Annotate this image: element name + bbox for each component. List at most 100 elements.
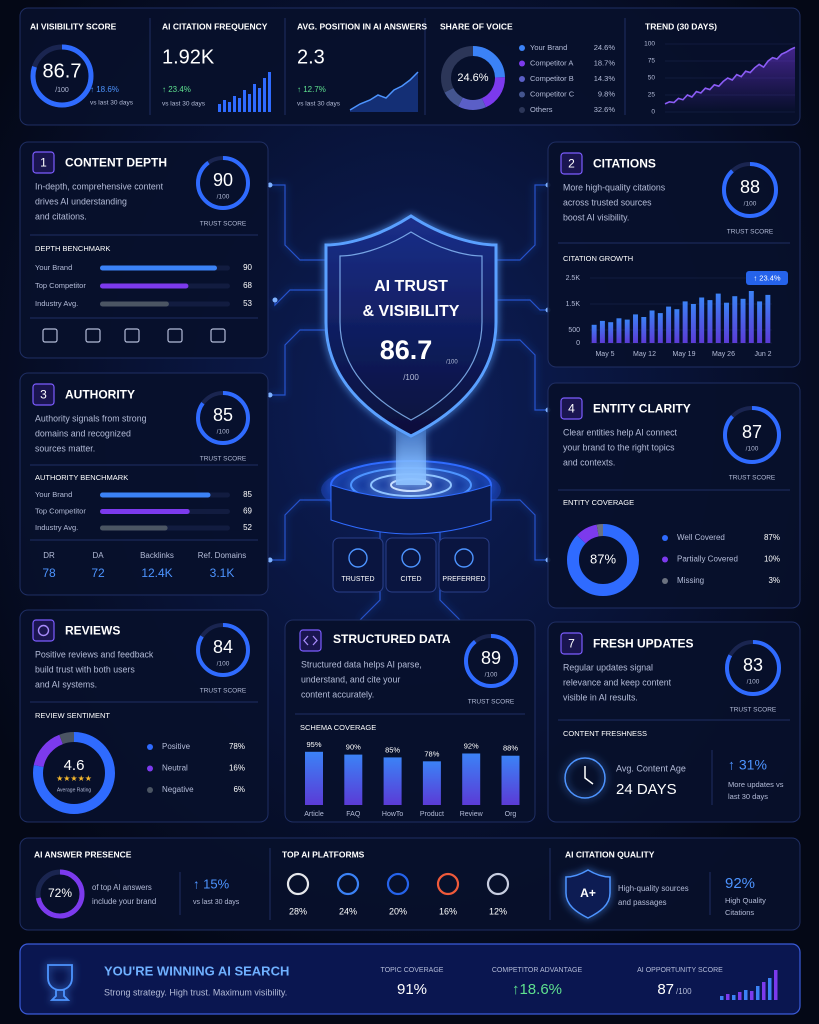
score-value: 90 bbox=[213, 170, 233, 190]
x-tick-label: HowTo bbox=[382, 811, 404, 818]
sparkbar bbox=[762, 982, 766, 1000]
legend-value: 32.6% bbox=[594, 105, 616, 114]
circuit-node bbox=[267, 392, 273, 398]
shield-unit: /100 bbox=[446, 360, 458, 366]
section-number: 7 bbox=[568, 637, 575, 651]
x-tick-label: May 5 bbox=[595, 351, 614, 358]
trend-line bbox=[664, 46, 796, 105]
circuit-node bbox=[272, 297, 278, 303]
section-title: REVIEWS bbox=[65, 624, 120, 638]
score-unit: /100 bbox=[747, 679, 760, 686]
benchmark-value: 68 bbox=[243, 281, 252, 290]
bar-label: 78% bbox=[424, 749, 439, 758]
legend-dot bbox=[147, 765, 153, 772]
section-description: and contexts. bbox=[563, 457, 615, 467]
legend-label: Positive bbox=[162, 742, 191, 751]
bar bbox=[657, 313, 663, 343]
change-value: ↑ 31% bbox=[728, 757, 767, 773]
number-box bbox=[32, 619, 55, 642]
legend-dot bbox=[662, 535, 668, 541]
x-tick-label: FAQ bbox=[346, 811, 361, 818]
section-description: and citations. bbox=[35, 211, 87, 221]
bar bbox=[649, 310, 655, 343]
donut-center: 87% bbox=[590, 551, 616, 566]
legend-label: Others bbox=[530, 105, 553, 114]
bar bbox=[383, 757, 402, 805]
subsection-title: DEPTH BENCHMARK bbox=[35, 244, 110, 253]
label: ↑ 12.7% bbox=[297, 85, 326, 94]
legend-label: Well Covered bbox=[677, 533, 725, 542]
change-note: More updates vs bbox=[728, 780, 784, 789]
bar bbox=[666, 306, 672, 343]
rating-value: 4.6 bbox=[64, 757, 85, 774]
badge-label: TRUSTED bbox=[341, 576, 374, 583]
legend-label: Partially Covered bbox=[677, 555, 738, 564]
banner-metric-label: AI OPPORTUNITY SCORE bbox=[637, 967, 723, 974]
trophy-icon bbox=[47, 964, 73, 1001]
section-description: Clear entities help AI connect bbox=[563, 427, 677, 437]
top-strip bbox=[19, 7, 801, 126]
score-value: 87 bbox=[742, 422, 762, 442]
rating-stars: ★★★★★ bbox=[56, 774, 92, 783]
block-title: AI ANSWER PRESENCE bbox=[34, 849, 132, 859]
format-icon bbox=[124, 328, 140, 343]
section-description: content accurately. bbox=[301, 689, 374, 699]
legend-value: 14.3% bbox=[594, 74, 616, 83]
block-title: TOP AI PLATFORMS bbox=[282, 849, 365, 859]
label: /100 bbox=[55, 87, 69, 94]
banner-subline: Strong strategy. High trust. Maximum vis… bbox=[104, 987, 287, 997]
section-description: Structured data helps AI parse, bbox=[301, 659, 422, 669]
banner bbox=[19, 943, 801, 1015]
score-value: 88 bbox=[740, 177, 760, 197]
sparkbar bbox=[238, 98, 241, 112]
section-description: In-depth, comprehensive content bbox=[35, 181, 164, 191]
sparkbar bbox=[744, 990, 748, 1000]
section-title: FRESH UPDATES bbox=[593, 637, 693, 651]
benchmark-value: 52 bbox=[243, 523, 252, 532]
sparkbar bbox=[268, 72, 271, 112]
score-label: TRUST SCORE bbox=[729, 475, 776, 482]
y-tick-label: 25 bbox=[648, 92, 656, 99]
age-label: Avg. Content Age bbox=[616, 763, 686, 773]
platform-share: 16% bbox=[439, 906, 457, 916]
sparkbar bbox=[263, 78, 266, 112]
platform-share: 24% bbox=[339, 906, 357, 916]
score-ring bbox=[196, 156, 250, 210]
score-value: 83 bbox=[743, 655, 763, 675]
format-icon bbox=[167, 328, 183, 343]
legend-dot bbox=[519, 45, 525, 51]
section-number: 2 bbox=[568, 157, 575, 171]
benchmark-bar bbox=[100, 301, 169, 307]
score-value: 85 bbox=[213, 405, 233, 425]
legend-dot bbox=[147, 787, 153, 793]
section-description: build trust with both users bbox=[35, 664, 135, 674]
bar bbox=[501, 755, 520, 805]
ring-decor bbox=[30, 44, 94, 108]
label: 1.92K bbox=[162, 46, 215, 68]
section-title: STRUCTURED DATA bbox=[333, 632, 451, 646]
label: vs last 30 days bbox=[162, 101, 206, 108]
bar bbox=[748, 291, 754, 343]
benchmark-value: 85 bbox=[243, 490, 252, 499]
bar-label: 95% bbox=[306, 740, 321, 749]
number-box bbox=[560, 397, 583, 420]
legend-dot bbox=[147, 744, 153, 750]
clock-icon bbox=[564, 757, 606, 799]
legend-label: Negative bbox=[162, 785, 194, 794]
bar bbox=[344, 754, 363, 805]
bar bbox=[765, 294, 771, 343]
badge bbox=[332, 537, 384, 593]
y-tick-label: 50 bbox=[648, 75, 656, 82]
label: ↑ 18.6% bbox=[90, 85, 119, 94]
circuit-line bbox=[270, 329, 330, 396]
y-tick-label: 0 bbox=[651, 109, 655, 116]
banner-metric-value: 91% bbox=[397, 981, 427, 998]
label: vs last 30 days bbox=[90, 100, 134, 107]
platform-icon bbox=[286, 872, 310, 896]
score-ring bbox=[196, 623, 250, 677]
platform-share: 12% bbox=[489, 906, 507, 916]
shield-unit: /100 bbox=[403, 373, 419, 382]
bar-label: 88% bbox=[503, 744, 518, 753]
banner-metric-label: TOPIC COVERAGE bbox=[381, 967, 444, 974]
stat-value: 3.1K bbox=[210, 566, 235, 580]
